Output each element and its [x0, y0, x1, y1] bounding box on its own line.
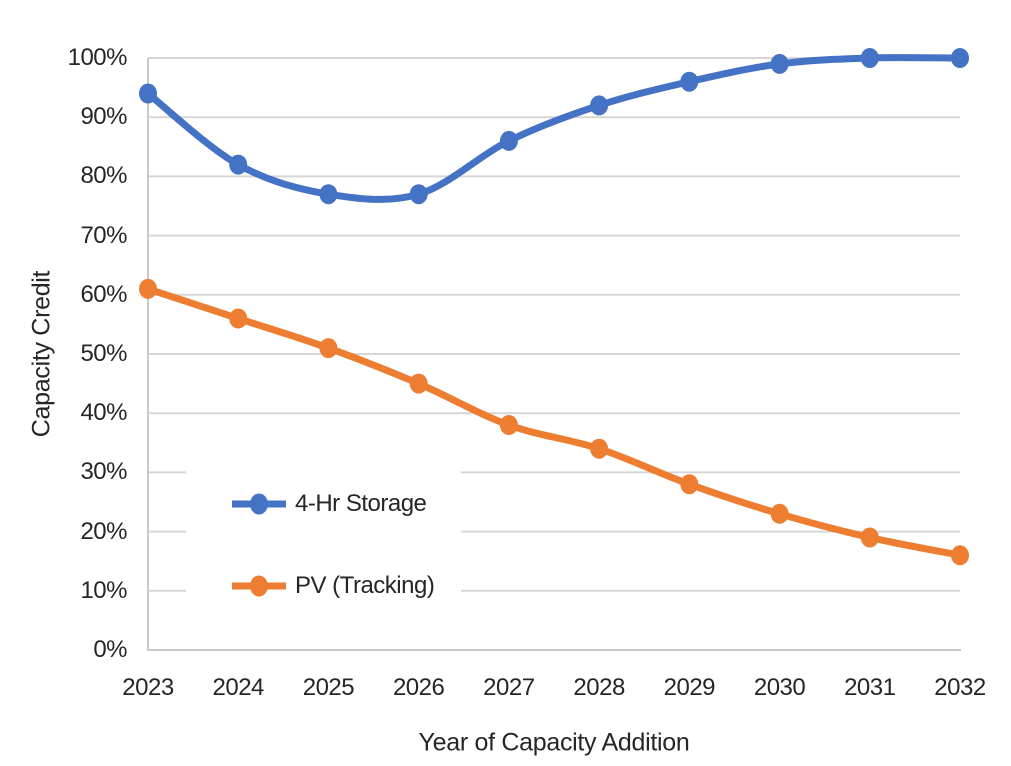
legend-marker-icon — [232, 575, 286, 597]
data-point-pv — [680, 474, 699, 495]
data-point-pv — [951, 545, 969, 566]
data-point-pv — [139, 278, 157, 299]
legend-label: PV (Tracking) — [295, 572, 435, 599]
series-line-storage — [144, 54, 964, 203]
legend-item-storage: 4-Hr Storage — [230, 490, 427, 517]
x-tick-label-2023: 2023 — [122, 674, 174, 701]
y-tick-label-100: 100% — [67, 44, 128, 71]
data-point-pv — [860, 527, 879, 548]
y-tick-label-80: 80% — [80, 162, 127, 190]
data-point-storage — [680, 71, 699, 92]
x-tick-label-2028: 2028 — [573, 674, 625, 701]
data-point-pv — [590, 438, 609, 459]
data-point-pv — [229, 308, 248, 329]
y-tick-label-50: 50% — [80, 340, 127, 367]
data-point-pv — [319, 338, 338, 359]
x-tick-label-2026: 2026 — [392, 674, 445, 701]
data-point-storage — [409, 184, 428, 205]
data-point-storage — [590, 95, 609, 116]
data-point-storage — [770, 53, 789, 74]
chart-legend: 4-Hr Storage PV (Tracking) — [186, 436, 461, 624]
legend-item-pv: PV (Tracking) — [230, 572, 435, 599]
x-tick-label-2027: 2027 — [483, 674, 535, 701]
x-axis-title: Year of Capacity Addition — [418, 728, 690, 757]
y-tick-label-40: 40% — [80, 399, 127, 427]
x-tick-label-2032: 2032 — [934, 674, 986, 701]
legend-marker-icon — [232, 493, 286, 515]
legend-label: 4-Hr Storage — [295, 490, 427, 517]
x-tick-label-2031: 2031 — [844, 674, 896, 701]
data-point-storage — [139, 83, 157, 104]
data-point-pv — [409, 373, 428, 394]
y-axis-title: Capacity Credit — [27, 270, 56, 438]
data-point-pv — [499, 415, 518, 435]
data-point-pv — [770, 503, 789, 524]
data-point-storage — [499, 130, 518, 151]
y-tick-label-60: 60% — [80, 280, 127, 308]
y-tick-label-30: 30% — [80, 458, 127, 486]
data-point-storage — [319, 184, 338, 205]
x-tick-label-2024: 2024 — [212, 674, 265, 701]
series-line-pv — [144, 285, 964, 559]
y-tick-label-20: 20% — [80, 517, 127, 545]
data-point-storage — [951, 48, 969, 68]
data-point-storage — [860, 48, 879, 68]
y-tick-label-10: 10% — [80, 576, 127, 604]
y-tick-label-0: 0% — [93, 636, 127, 663]
data-point-storage — [229, 154, 248, 175]
y-tick-label-90: 90% — [80, 103, 127, 131]
x-tick-label-2030: 2030 — [753, 674, 806, 701]
x-tick-label-2029: 2029 — [663, 674, 716, 701]
y-tick-label-70: 70% — [80, 221, 127, 249]
x-tick-label-2025: 2025 — [302, 674, 355, 701]
